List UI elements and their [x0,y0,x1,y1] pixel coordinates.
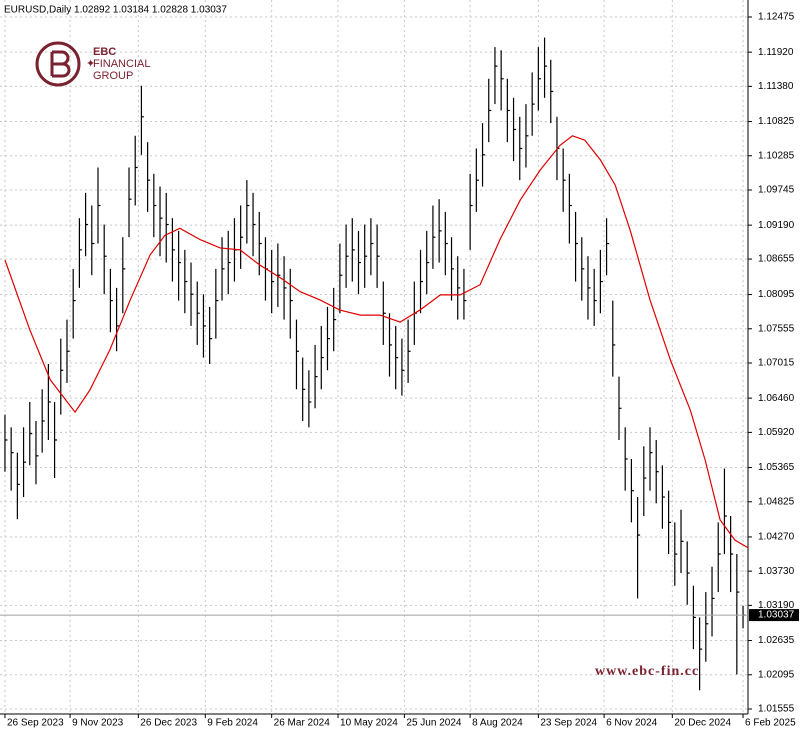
x-tick-label: 26 Mar 2024 [274,718,331,729]
logo-text: EBC [93,46,116,58]
current-price-box [749,609,799,622]
y-tick-label: 1.03190 [758,600,795,611]
chart-title: EURUSD,Daily 1.02892 1.03184 1.02828 1.0… [4,5,227,16]
logo-glyph [50,50,71,78]
x-tick-label: 25 Jun 2024 [406,718,461,729]
y-tick-label: 1.05920 [758,427,795,438]
x-tick-label: 10 May 2024 [340,718,398,729]
y-tick-label: 1.10825 [758,116,795,127]
logo-star: ✦ [86,58,95,70]
x-tick-label: 6 Feb 2025 [745,718,796,729]
y-tick-label: 1.06460 [758,393,795,404]
y-tick-label: 1.10285 [758,150,795,161]
y-tick-label: 1.07015 [758,358,795,369]
current-price-label: 1.03037 [758,610,795,621]
x-tick-label: 20 Dec 2024 [674,718,731,729]
watermark: www.ebc-fin.cc [595,664,699,679]
y-tick-label: 1.08655 [758,254,795,265]
logo-text: GROUP [93,70,133,82]
x-tick-label: 8 Aug 2024 [472,718,523,729]
y-tick-label: 1.02635 [758,635,795,646]
x-tick-label: 23 Sep 2024 [540,718,597,729]
y-tick-label: 1.05365 [758,462,795,473]
y-tick-label: 1.09745 [758,185,795,196]
moving-average [4,135,749,549]
y-tick-label: 1.04825 [758,496,795,507]
y-tick-label: 1.08095 [758,289,795,300]
y-tick-label: 1.11920 [758,47,794,58]
x-tick-label: 26 Dec 2023 [140,718,197,729]
grid [0,0,748,714]
logo: ✦ EBC FINANCIAL GROUP [35,41,150,87]
y-tick-label: 1.07555 [758,323,795,334]
y-tick-label: 1.02095 [758,669,795,680]
y-tick-label: 1.03730 [758,566,795,577]
x-tick-label: 26 Sep 2023 [7,718,64,729]
x-tick-label: 9 Nov 2023 [72,718,124,729]
y-tick-label: 1.09190 [758,220,795,231]
x-tick-label: 9 Feb 2024 [207,718,258,729]
y-tick-label: 1.11380 [758,81,794,92]
y-tick-label: 1.12475 [758,12,795,23]
y-tick-label: 1.01555 [758,704,795,715]
x-tick-label: 6 Nov 2024 [606,718,658,729]
y-tick-label: 1.04270 [758,532,795,543]
logo-ring [35,41,81,87]
logo-text: FINANCIAL [93,58,150,70]
